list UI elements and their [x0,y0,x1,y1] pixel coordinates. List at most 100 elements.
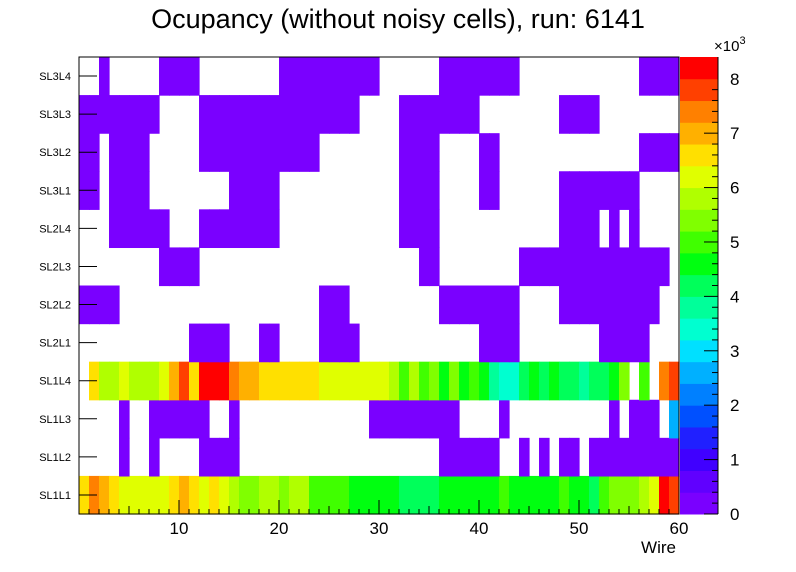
heatmap-cell [639,133,650,172]
heatmap-cell [309,57,320,96]
heatmap-cell [489,285,500,325]
heatmap-cell [249,133,260,172]
heatmap-cell [649,57,660,96]
heatmap-cell [409,475,420,515]
heatmap-cell [279,475,290,515]
heatmap-cell [159,361,170,401]
heatmap-cell [259,475,270,515]
heatmap-cell [479,285,490,325]
heatmap-cell [589,209,600,249]
heatmap-cell [649,437,660,477]
heatmap-cell [339,475,350,515]
heatmap-cell [559,209,570,249]
heatmap-cell [209,361,220,401]
heatmap-cell [199,133,210,172]
heatmap-cell [479,171,490,210]
heatmap-cell [339,361,350,401]
heatmap-cell [469,57,480,96]
y-tick-label: SL3L1 [39,185,71,197]
z-multiplier: ×103 [714,35,746,55]
heatmap-cell [149,437,160,477]
heatmap-cell [329,285,340,325]
heatmap-cell [569,171,580,210]
heatmap-cell [379,361,390,401]
heatmap-cell [349,361,360,401]
heatmap-cell [239,475,250,515]
z-tick-label: 5 [730,233,739,252]
palette-swatch [680,122,718,145]
heatmap-cell [109,171,120,210]
y-tick-label: SL1L1 [39,490,71,502]
heatmap-cell [579,209,590,249]
heatmap-cell [429,171,440,210]
heatmap-cell [139,95,150,134]
heatmap-cell [109,209,120,249]
heatmap-cell [469,95,480,134]
heatmap-cell [589,361,600,401]
heatmap-cell [299,361,310,401]
heatmap-cell [189,399,200,439]
heatmap-cell [209,475,220,515]
heatmap-cell [159,57,170,96]
heatmap-cell [369,361,380,401]
heatmap-cell [609,475,620,515]
heatmap-cell [449,361,460,401]
heatmap-cell [399,209,410,249]
heatmap-cell [559,171,570,210]
heatmap-cell [119,209,130,249]
heatmap-cell [319,323,330,363]
z-tick-label: 2 [730,396,739,415]
heatmap-cell [409,171,420,210]
heatmap-cell [119,475,130,515]
heatmap-cell [499,285,510,325]
heatmap-cell [259,171,270,210]
heatmap-cell [259,323,270,363]
heatmap-cell [449,285,460,325]
heatmap-cell [139,475,150,515]
heatmap-cell [379,399,390,439]
x-axis: 10 20 30 40 50 60 [88,500,688,538]
x-tick-label: 40 [470,519,489,538]
heatmap-cell [219,437,230,477]
heatmap-cell [189,247,200,287]
y-tick-label: SL3L4 [39,71,71,83]
heatmap-cell [479,475,490,515]
heatmap-cell [399,133,410,172]
heatmap-cell [319,475,330,515]
heatmap-cell [169,399,180,439]
heatmap-cell [239,171,250,210]
heatmap-cell [479,57,490,96]
heatmap-cell [489,323,500,363]
y-tick-label: SL3L2 [39,147,71,159]
heatmap-cell [139,209,150,249]
heatmap-cell [189,475,200,515]
palette-swatch [680,426,718,450]
heatmap-cell [509,57,520,96]
heatmap-cell [319,95,330,134]
heatmap-cell [429,95,440,134]
palette-swatch [680,470,718,493]
z-tick-label: 7 [730,124,739,143]
heatmap-cell [569,475,580,515]
heatmap-cell [529,247,540,287]
heatmap-cell [629,247,640,287]
heatmap-cell [599,247,610,287]
heatmap-cell [139,171,150,210]
palette-swatch [680,209,718,232]
heatmap-cell [659,361,670,401]
heatmap-cell [629,475,640,515]
heatmap-cell [99,361,110,401]
heatmap-cell [99,475,110,515]
heatmap-cell [129,209,140,249]
heatmap-cell [239,95,250,134]
heatmap-cell [519,437,530,477]
heatmap-cell [419,171,430,210]
x-tick-label: 30 [370,519,389,538]
heatmap-cell [249,475,260,515]
heatmap-cell [459,57,470,96]
heatmap-cell [339,285,350,325]
y-tick-label: SL1L4 [39,376,71,388]
z-tick-label: 0 [730,505,739,524]
heatmap-cell [429,361,440,401]
palette-swatch [680,361,718,384]
